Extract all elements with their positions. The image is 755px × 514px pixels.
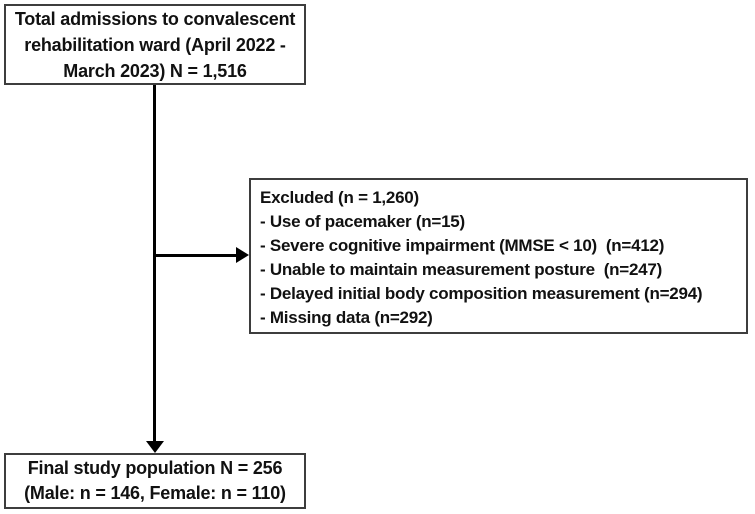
total-admissions-text-line: March 2023) N = 1,516 [63, 60, 247, 81]
excluded-item: - Use of pacemaker (n=15) [260, 212, 465, 231]
excluded-title: Excluded (n = 1,260) [260, 188, 419, 207]
excluded-item: - Delayed initial body composition measu… [260, 284, 703, 303]
right-arrowhead-icon [236, 247, 249, 263]
vertical-connector-line [153, 85, 156, 442]
horizontal-connector-line [155, 254, 236, 257]
excluded-item: - Unable to maintain measurement posture… [260, 260, 662, 279]
excluded-item: - Severe cognitive impairment (MMSE < 10… [260, 236, 665, 255]
down-arrowhead-icon [146, 441, 164, 453]
total-admissions-text-line: rehabilitation ward (April 2022 - [24, 34, 286, 55]
final-population-text-line: (Male: n = 146, Female: n = 110) [24, 483, 286, 503]
total-admissions-text-line: Total admissions to convalescent [14, 8, 296, 29]
total-admissions-box: Total admissions to convalescent rehabil… [4, 4, 306, 85]
excluded-box: Excluded (n = 1,260) - Use of pacemaker … [249, 178, 748, 334]
excluded-item: - Missing data (n=292) [260, 308, 433, 327]
final-population-box: Final study population N = 256 (Male: n … [4, 453, 306, 509]
final-population-text-line: Final study population N = 256 [27, 458, 283, 478]
